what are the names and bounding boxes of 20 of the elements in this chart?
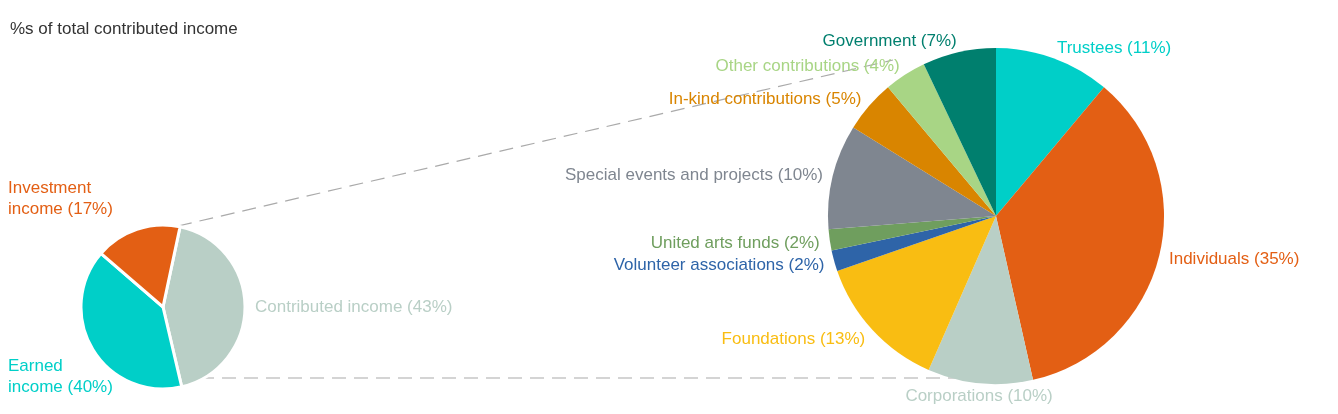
slice-label: Special events and projects (10%) — [565, 164, 824, 184]
pie-slice — [828, 216, 996, 251]
slice-label: United arts funds (2%) — [650, 232, 820, 252]
pie-slice — [828, 127, 996, 230]
slice-label: In-kind contributions (5%) — [668, 88, 862, 108]
slice-label: Earned income (40%) — [8, 355, 113, 396]
slice-label: Government (7%) — [822, 30, 957, 50]
pie-slice — [923, 48, 996, 216]
pie-slice — [831, 216, 996, 271]
slice-label: Volunteer associations (2%) — [613, 254, 825, 274]
slice-label: Investment income (17%) — [8, 177, 113, 218]
chart-subtitle: %s of total contributed income — [10, 19, 238, 39]
slice-label: Individuals (35%) — [1168, 248, 1300, 268]
slice-label: Other contributions (4%) — [715, 55, 900, 75]
slice-label: Trustees (11%) — [1056, 37, 1172, 57]
slice-label: Foundations (13%) — [721, 328, 866, 348]
slice-label: Contributed income (43%) — [254, 296, 453, 316]
pie-slice — [996, 87, 1164, 380]
slice-label: Corporations (10%) — [905, 385, 1053, 405]
pie-slice — [928, 216, 1034, 384]
